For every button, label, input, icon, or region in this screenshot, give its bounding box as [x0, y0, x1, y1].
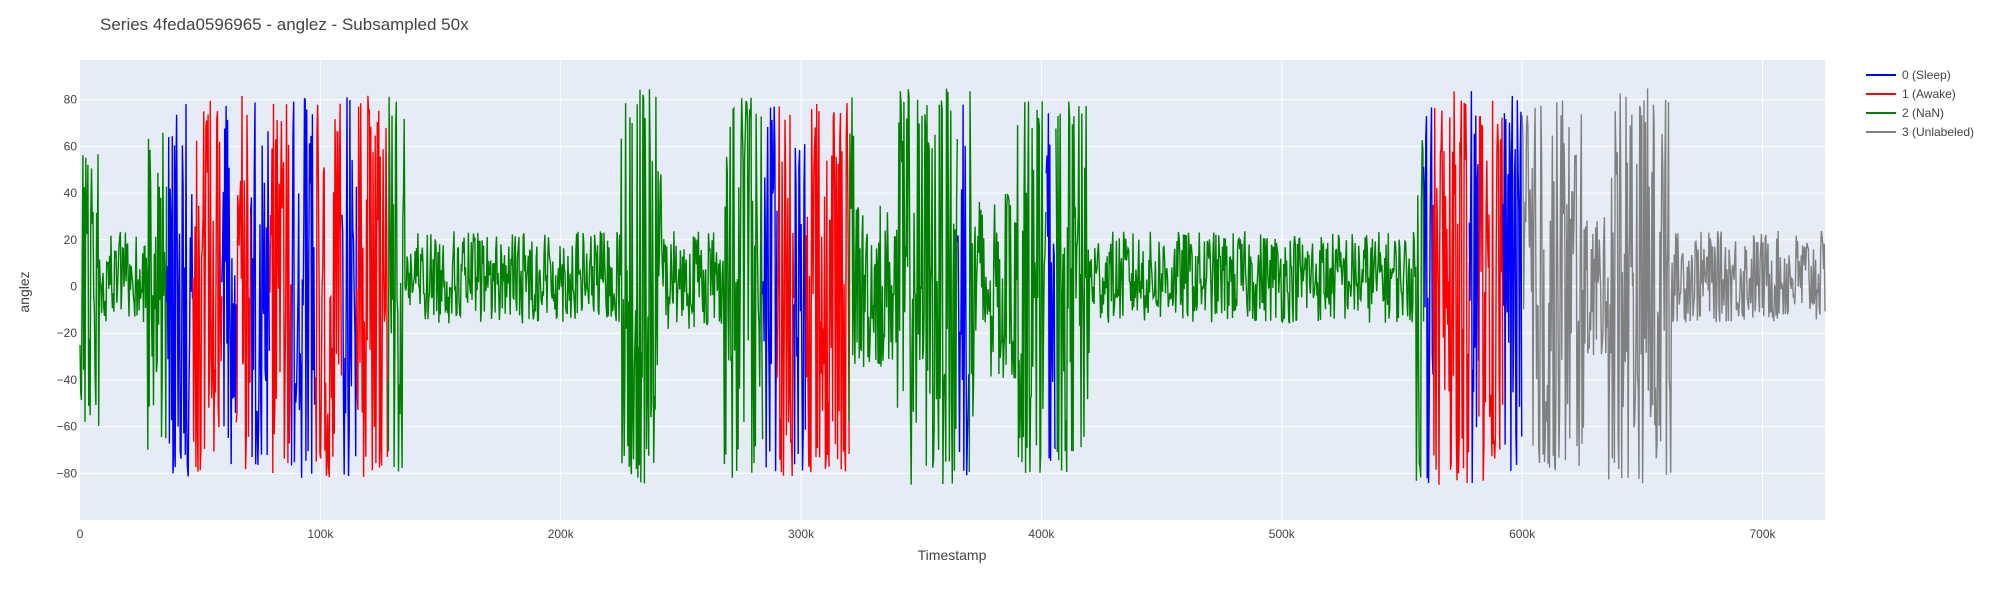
x-tick-label: 100k	[307, 527, 334, 541]
y-tick-label: −40	[57, 373, 78, 387]
series-line-0	[1468, 91, 1480, 484]
series-line-1	[192, 100, 223, 472]
series-line-1	[805, 103, 850, 473]
series-line-2	[79, 132, 168, 450]
legend-label: 1 (Awake)	[1902, 87, 1956, 101]
y-tick-label: 80	[64, 93, 78, 107]
series-line-2	[968, 91, 1047, 473]
x-axis-ticks: 0 100k 200k 300k 400k 500k 600k 700k	[77, 527, 1777, 541]
series-line-1	[1478, 100, 1504, 481]
y-axis-title: anglez	[16, 271, 32, 312]
series-line-1	[269, 103, 293, 474]
series-line-0	[250, 102, 271, 465]
series-line-0	[1422, 107, 1434, 484]
series-line-0	[956, 104, 970, 476]
series-line-1	[235, 95, 252, 470]
series-line-1	[1432, 91, 1470, 485]
x-tick-label: 500k	[1269, 527, 1296, 541]
legend[interactable]: 0 (Sleep) 1 (Awake) 2 (NaN) 3 (Unlabeled)	[1866, 68, 1974, 139]
legend-label: 3 (Unlabeled)	[1902, 125, 1974, 139]
x-tick-label: 400k	[1028, 527, 1055, 541]
x-tick-label: 600k	[1509, 527, 1536, 541]
legend-item[interactable]: 1 (Awake)	[1866, 87, 1956, 101]
x-tick-label: 300k	[788, 527, 815, 541]
legend-item[interactable]: 2 (NaN)	[1866, 106, 1944, 120]
y-tick-label: 20	[64, 233, 78, 247]
series-line-0	[221, 105, 237, 465]
x-tick-label: 700k	[1749, 527, 1776, 541]
series-line-0	[290, 97, 316, 478]
series-line-2	[1055, 101, 1425, 481]
legend-item[interactable]: 0 (Sleep)	[1866, 68, 1951, 82]
series-line-2	[848, 88, 958, 485]
legend-label: 2 (NaN)	[1902, 106, 1944, 120]
legend-label: 0 (Sleep)	[1902, 68, 1951, 82]
chart-title: Series 4feda0596965 - anglez - Subsample…	[100, 15, 469, 34]
series-line-0	[165, 104, 194, 477]
series-line-0	[761, 106, 778, 472]
y-axis-ticks: 80 60 40 20 0 −20 −40 −60 −80	[57, 93, 78, 481]
series-line-1	[355, 95, 389, 477]
x-tick-label: 200k	[548, 527, 575, 541]
series-line-0	[341, 97, 358, 477]
series-line-1	[314, 103, 343, 478]
series-lines	[79, 88, 1826, 485]
series-line-3	[1521, 88, 1826, 484]
y-tick-label: −20	[57, 326, 78, 340]
series-line-2	[387, 89, 764, 484]
series-line-1	[776, 106, 795, 477]
legend-item[interactable]: 3 (Unlabeled)	[1866, 125, 1974, 139]
y-tick-label: 40	[64, 186, 78, 200]
y-tick-label: 60	[64, 139, 78, 153]
y-tick-label: −60	[57, 420, 78, 434]
series-line-0	[1502, 95, 1523, 471]
series-line-0	[793, 144, 807, 471]
x-axis-title: Timestamp	[918, 547, 987, 563]
x-tick-label: 0	[77, 527, 84, 541]
y-tick-label: 0	[70, 279, 77, 293]
y-tick-label: −80	[57, 466, 78, 480]
series-line-0	[1045, 113, 1057, 461]
